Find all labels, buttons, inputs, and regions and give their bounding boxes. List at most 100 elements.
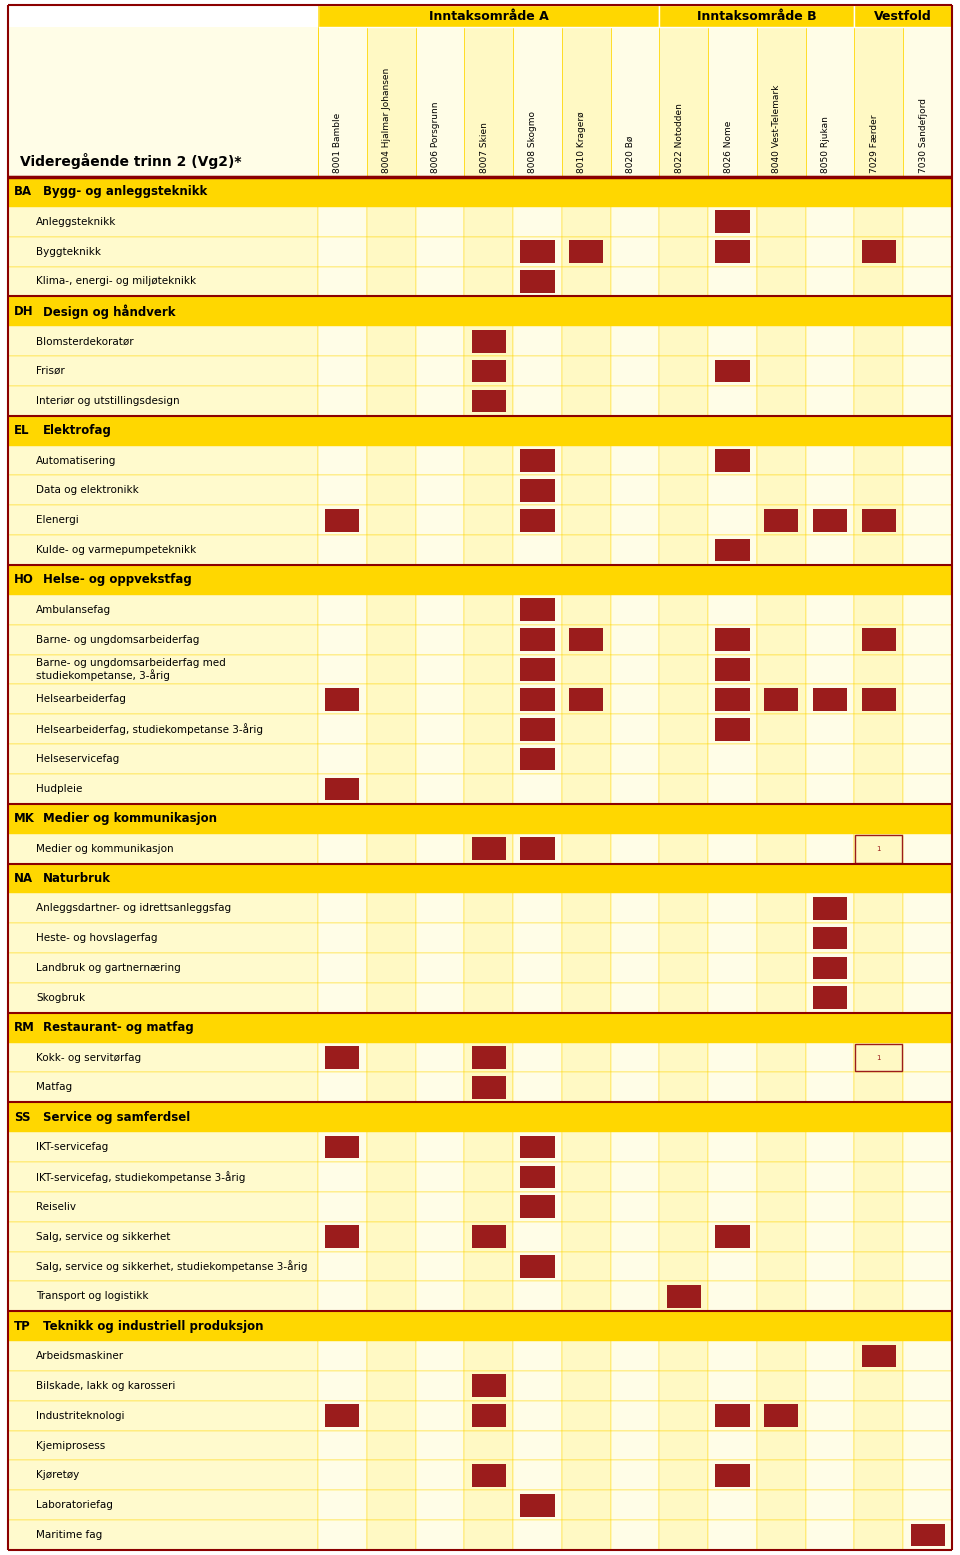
Bar	[660, 894, 708, 924]
Bar	[813, 927, 847, 950]
Bar	[611, 745, 660, 774]
Bar	[715, 210, 750, 233]
Bar	[903, 596, 952, 625]
Text: 8050 Rjukan: 8050 Rjukan	[821, 117, 830, 173]
Bar	[8, 1073, 318, 1102]
Bar	[756, 833, 805, 863]
Text: 7029 Færder: 7029 Færder	[870, 115, 878, 173]
Bar	[854, 446, 903, 476]
Bar	[660, 804, 708, 833]
Bar	[367, 833, 416, 863]
Bar	[805, 1521, 854, 1550]
Bar	[854, 983, 903, 1012]
Bar	[513, 1132, 562, 1162]
Bar	[8, 356, 318, 386]
Bar	[666, 1284, 701, 1308]
Bar	[611, 714, 660, 745]
Bar	[8, 564, 952, 596]
Bar	[465, 1311, 513, 1340]
Bar	[562, 745, 611, 774]
Bar	[611, 1521, 660, 1550]
Bar	[854, 924, 903, 953]
Bar	[416, 1042, 465, 1073]
Bar	[8, 1252, 318, 1281]
Bar	[471, 1375, 506, 1398]
Bar	[513, 894, 562, 924]
Bar	[8, 1340, 318, 1372]
Bar	[465, 386, 513, 415]
Bar	[416, 774, 465, 804]
Bar	[611, 1191, 660, 1222]
Bar	[708, 1132, 756, 1162]
Bar	[715, 658, 750, 681]
Bar	[416, 26, 465, 177]
Bar	[764, 508, 799, 532]
Bar	[611, 1012, 660, 1042]
Text: Frisør: Frisør	[36, 365, 64, 376]
Text: Elektrofag: Elektrofag	[43, 425, 112, 437]
Bar	[562, 804, 611, 833]
Text: Salg, service og sikkerhet, studiekompetanse 3-årig: Salg, service og sikkerhet, studiekompet…	[36, 1261, 307, 1272]
Bar	[465, 924, 513, 953]
Bar	[708, 1521, 756, 1550]
Text: 8006 Porsgrunn: 8006 Porsgrunn	[431, 101, 440, 173]
Bar	[854, 564, 903, 596]
Bar	[756, 863, 805, 894]
Bar	[367, 386, 416, 415]
Bar	[318, 1281, 367, 1311]
Bar	[805, 386, 854, 415]
Bar	[416, 1401, 465, 1431]
Bar	[416, 297, 465, 327]
Bar	[660, 596, 708, 625]
Text: Arbeidsmaskiner: Arbeidsmaskiner	[36, 1351, 124, 1361]
Text: Landbruk og gartnernæring: Landbruk og gartnernæring	[36, 963, 180, 973]
Bar	[764, 1404, 799, 1427]
Bar	[562, 1012, 611, 1042]
Bar	[416, 564, 465, 596]
Bar	[367, 564, 416, 596]
Bar	[756, 505, 805, 535]
Bar	[903, 1460, 952, 1490]
Bar	[520, 1135, 555, 1158]
Bar	[513, 26, 562, 177]
Bar	[708, 684, 756, 714]
Bar	[8, 655, 318, 684]
Bar	[367, 924, 416, 953]
Bar	[416, 596, 465, 625]
Bar	[660, 1431, 708, 1460]
Bar	[854, 1102, 903, 1132]
Bar	[660, 5, 854, 26]
Bar	[903, 1401, 952, 1431]
Bar	[465, 1281, 513, 1311]
Bar	[513, 1042, 562, 1073]
Bar	[465, 1460, 513, 1490]
Bar	[756, 804, 805, 833]
Bar	[862, 687, 896, 711]
Bar	[569, 687, 603, 711]
Bar	[854, 26, 903, 177]
Bar	[318, 1132, 367, 1162]
Bar	[513, 476, 562, 505]
Bar	[318, 5, 660, 26]
Bar	[708, 356, 756, 386]
Bar	[611, 1490, 660, 1521]
Bar	[660, 1281, 708, 1311]
Bar	[611, 1073, 660, 1102]
Bar	[471, 1047, 506, 1068]
Text: Heste- og hovslagerfag: Heste- og hovslagerfag	[36, 933, 157, 944]
Bar	[903, 983, 952, 1012]
Bar	[854, 1311, 903, 1340]
Bar	[854, 1162, 903, 1191]
Bar	[756, 356, 805, 386]
Bar	[903, 1372, 952, 1401]
Bar	[513, 386, 562, 415]
Bar	[813, 956, 847, 980]
Bar	[756, 1073, 805, 1102]
Bar	[562, 266, 611, 297]
Bar	[715, 718, 750, 740]
Bar	[756, 924, 805, 953]
Bar	[854, 833, 903, 863]
Bar	[805, 1042, 854, 1073]
Bar	[416, 745, 465, 774]
Bar	[854, 953, 903, 983]
